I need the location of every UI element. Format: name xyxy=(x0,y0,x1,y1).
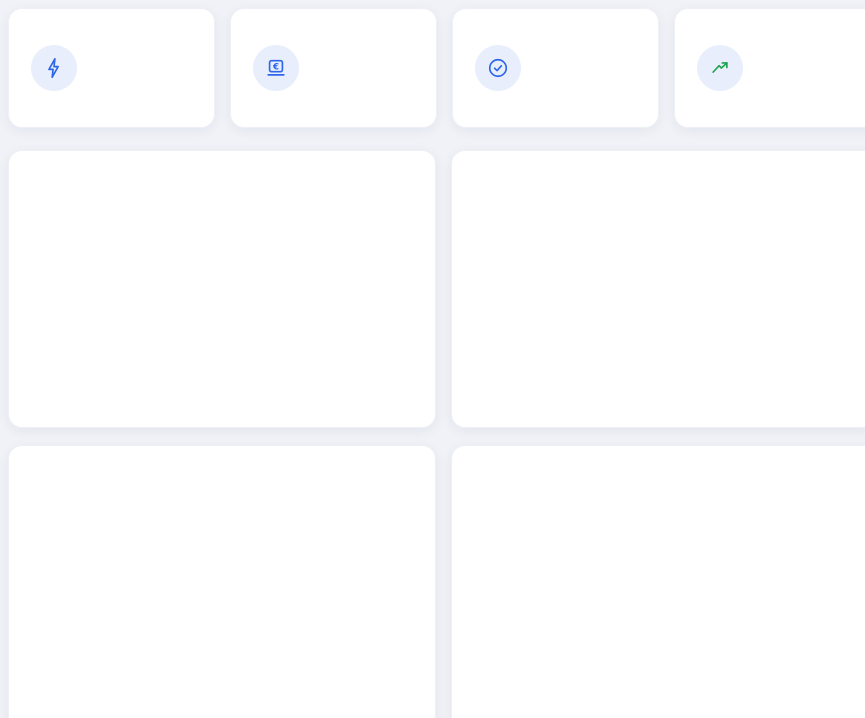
kpi-card-emissions-per-euro: € xyxy=(230,8,437,128)
euro-purchase-icon: € xyxy=(253,45,299,91)
kpi-card-emissions-reduction xyxy=(674,8,865,128)
kpi-row: € xyxy=(8,8,865,128)
bolt-icon xyxy=(31,45,77,91)
top-emitting-suppliers-card xyxy=(451,445,865,718)
check-circle-icon xyxy=(475,45,521,91)
emissions-by-category-card xyxy=(451,150,865,428)
top-emitting-products-card xyxy=(8,445,436,718)
emissions-evolution-card xyxy=(8,150,436,428)
svg-text:€: € xyxy=(272,62,279,72)
category-bar-chart[interactable] xyxy=(476,187,857,401)
kpi-card-total-emissions xyxy=(8,8,215,128)
charts-row xyxy=(8,150,865,428)
kpi-card-complete-data xyxy=(452,8,659,128)
emissions-line-chart[interactable] xyxy=(33,187,414,399)
tables-row xyxy=(8,445,865,718)
trend-arrow-icon xyxy=(697,45,743,91)
